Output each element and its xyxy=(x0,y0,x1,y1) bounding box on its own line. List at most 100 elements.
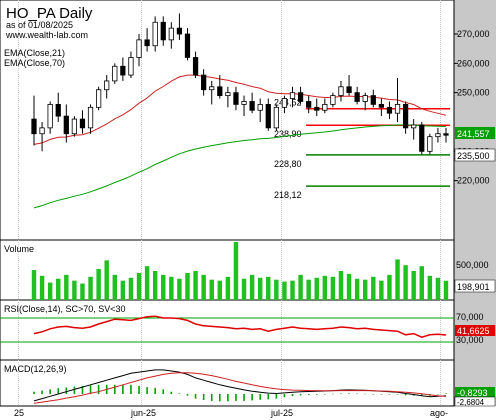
rsi-badge: 41,6625 xyxy=(457,326,490,336)
macd-histogram-bar xyxy=(332,393,334,395)
macd-histogram-bar xyxy=(420,394,423,397)
candle-body xyxy=(306,101,312,108)
volume-bar xyxy=(80,283,85,300)
volume-bar xyxy=(144,266,150,300)
macd-badge1-bg xyxy=(455,387,495,398)
macd-histogram-bar xyxy=(138,385,140,394)
volume-bar xyxy=(282,281,287,300)
volume-bar xyxy=(346,273,352,300)
volume-bar xyxy=(201,274,206,300)
volume-label: Volume xyxy=(4,244,34,254)
ema-lines xyxy=(33,74,447,209)
macd-histogram-bar xyxy=(283,394,286,398)
price-tick-label: 220,000 xyxy=(457,176,490,186)
date-label: jul-25 xyxy=(270,408,293,418)
macd-histogram-bar xyxy=(299,394,302,396)
level-label: 228,80 xyxy=(274,159,302,169)
macd-histogram-bar xyxy=(89,385,92,394)
volume-bar xyxy=(338,271,344,300)
candle-body xyxy=(176,27,183,35)
volume-badge: 198,901 xyxy=(457,282,490,292)
candle-body xyxy=(338,86,344,97)
volume-bars xyxy=(31,242,449,300)
macd-histogram-bar xyxy=(122,384,124,394)
rsi-label: RSI(Close,14), SC>70, SV<30 xyxy=(4,304,126,314)
macd-histogram-bar xyxy=(356,393,358,395)
macd-histogram-bar xyxy=(388,394,391,395)
volume-bar xyxy=(314,277,319,300)
macd-histogram-bar xyxy=(227,394,229,402)
macd-histogram-bar xyxy=(81,385,84,394)
candle-body xyxy=(184,33,191,58)
candle-body xyxy=(281,98,288,108)
candle-body xyxy=(63,115,69,135)
volume-bar xyxy=(64,274,69,300)
volume-bar xyxy=(322,275,328,300)
macd-histogram-bar xyxy=(178,393,181,394)
chart-title: HO_PA Daily xyxy=(6,5,93,22)
macd-histogram-bar xyxy=(194,394,197,399)
price-tick-label: 250,000 xyxy=(457,88,490,98)
candle-body xyxy=(55,104,61,117)
volume-bar xyxy=(72,280,77,300)
volume-bar xyxy=(379,280,384,300)
date-label: ago- xyxy=(430,408,448,418)
macd-histogram-bar xyxy=(146,387,148,394)
volume-bar xyxy=(217,280,223,300)
level-label: 244,52 xyxy=(274,98,302,108)
volume-bar xyxy=(298,274,303,300)
vertical-grid xyxy=(18,0,441,406)
macd-histogram-bar xyxy=(57,388,60,394)
candle-body xyxy=(47,104,53,129)
as-of-date: as of 01/08/2025 xyxy=(6,20,73,30)
macd-histogram-bar xyxy=(202,394,205,400)
volume-bar xyxy=(88,276,93,300)
macd-histogram-bar xyxy=(251,394,253,401)
candle-body xyxy=(71,118,78,135)
volume-bar xyxy=(435,277,441,300)
volume-bar xyxy=(96,269,101,300)
candle-body xyxy=(273,106,279,129)
candle-body xyxy=(225,92,231,96)
volume-bar xyxy=(419,266,424,300)
macd-histogram-bar xyxy=(235,394,237,401)
close-price-badge-bg xyxy=(454,148,496,162)
macd-histogram-bar xyxy=(307,394,310,395)
candle-body xyxy=(427,136,433,152)
macd-histogram-bar xyxy=(275,394,278,399)
macd-histogram-bar xyxy=(170,391,173,394)
volume-bar xyxy=(274,279,279,300)
candle-body xyxy=(297,92,304,102)
macd-histogram-bar xyxy=(372,394,375,395)
candle-body xyxy=(435,133,441,138)
volume-bar xyxy=(395,259,400,300)
candle-body xyxy=(241,101,247,105)
volume-bar xyxy=(193,271,198,300)
candle-body xyxy=(136,39,142,58)
close-price-badge: 235,500 xyxy=(457,151,490,161)
volume-bar xyxy=(427,275,433,300)
macd-histogram-bar xyxy=(219,394,221,402)
macd-line xyxy=(33,369,447,402)
volume-bar xyxy=(161,274,166,300)
macd-histogram-bar xyxy=(33,391,35,394)
volume-bar xyxy=(371,276,376,300)
macd-badge-2: -2,6804 xyxy=(457,398,485,407)
macd-histogram-bar xyxy=(162,389,165,394)
macd-histogram-bar xyxy=(210,394,213,401)
macd-histogram-bar xyxy=(259,394,261,400)
volume-bar xyxy=(120,280,126,300)
candle-body xyxy=(104,80,110,91)
macd-histogram-bar xyxy=(49,389,51,394)
macd-signal-line xyxy=(33,372,447,404)
candle-body xyxy=(289,92,296,99)
volume-bar xyxy=(128,277,134,300)
candle-body xyxy=(112,65,118,82)
candle-body xyxy=(87,106,94,129)
volume-bar xyxy=(177,278,182,300)
candle-body xyxy=(233,92,239,105)
volume-bar xyxy=(112,274,118,300)
macd-histogram-bar xyxy=(130,384,132,394)
macd-histogram-bar xyxy=(396,394,399,395)
